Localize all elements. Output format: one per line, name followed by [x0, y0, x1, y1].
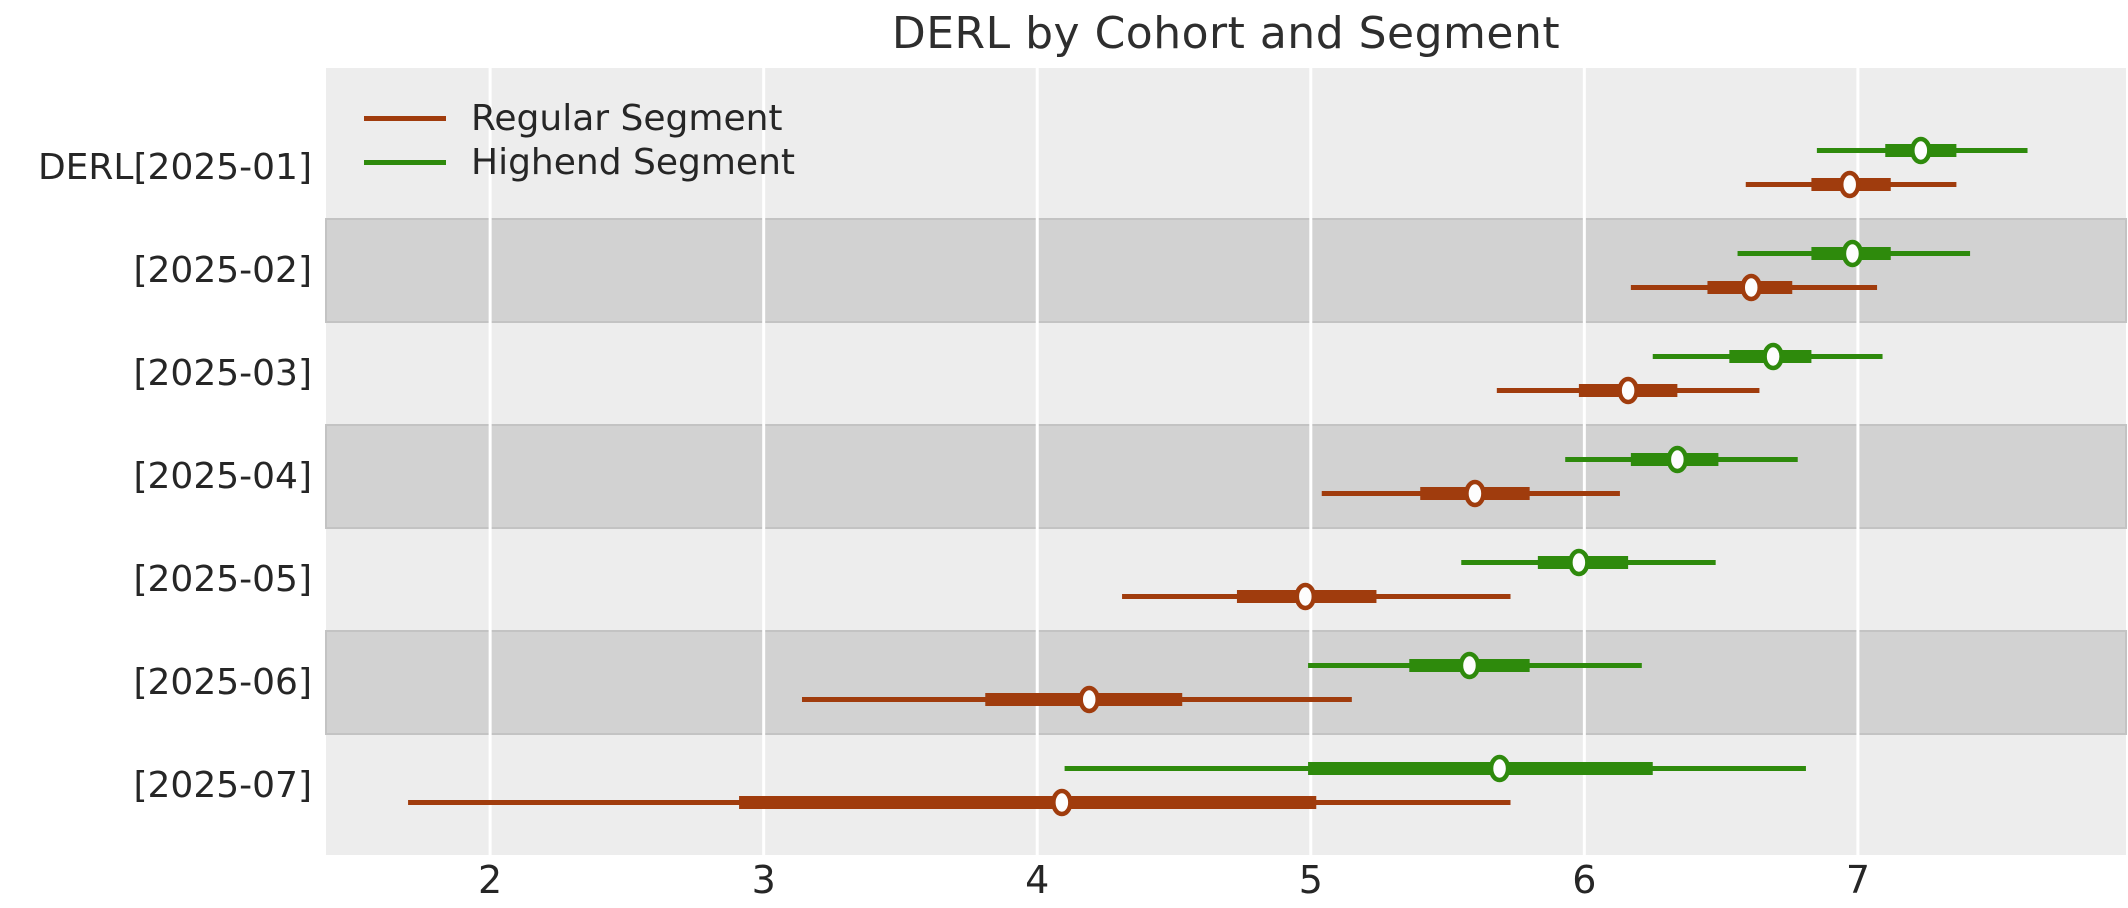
- legend-line-swatch: [364, 115, 446, 121]
- regular-median-marker: [1617, 376, 1639, 405]
- x-tick-label: 3: [751, 858, 776, 902]
- legend: Regular Segment Highend Segment: [364, 96, 795, 184]
- legend-line-swatch: [364, 159, 446, 165]
- legend-label: Regular Segment: [471, 97, 783, 139]
- y-tick-label: [2025-06]: [133, 661, 312, 703]
- y-tick-label: [2025-05]: [133, 558, 312, 600]
- x-tick-label: 2: [478, 858, 503, 902]
- regular-median-marker: [1078, 685, 1100, 714]
- highend-median-marker: [1841, 239, 1864, 268]
- regular-median-marker: [1294, 582, 1317, 611]
- cohort-band: [325, 218, 2127, 323]
- highend-median-marker: [1762, 342, 1784, 371]
- y-tick-label: [2025-03]: [133, 352, 312, 394]
- highend-median-marker: [1666, 445, 1689, 474]
- legend-label: Highend Segment: [471, 141, 795, 183]
- highend-median-marker: [1488, 754, 1511, 783]
- chart-title: DERL by Cohort and Segment: [891, 8, 1561, 59]
- regular-median-marker: [1740, 273, 1762, 302]
- legend-entry: Highend Segment: [364, 140, 795, 184]
- regular-median-marker: [1838, 170, 1861, 199]
- y-tick-label: DERL[2025-01]: [37, 146, 312, 188]
- y-tick-label: [2025-02]: [133, 249, 312, 291]
- highend-median-marker: [1910, 136, 1932, 165]
- x-tick-label: 6: [1572, 858, 1597, 902]
- x-tick-label: 5: [1298, 858, 1323, 902]
- x-tick-label: 4: [1025, 858, 1050, 902]
- y-tick-label: [2025-04]: [133, 455, 312, 497]
- regular-median-marker: [1464, 479, 1486, 508]
- y-tick-label: [2025-07]: [133, 764, 312, 806]
- highend-median-marker: [1458, 651, 1481, 680]
- cohort-band: [325, 630, 2127, 735]
- regular-median-marker: [1051, 788, 1073, 817]
- highend-median-marker: [1568, 548, 1590, 577]
- cohort-band: [325, 424, 2127, 529]
- legend-entry: Regular Segment: [364, 96, 795, 140]
- x-tick-label: 7: [1845, 858, 1870, 902]
